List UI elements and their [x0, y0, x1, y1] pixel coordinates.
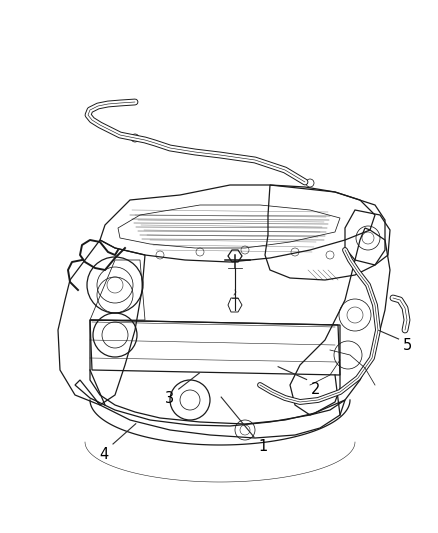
Text: 3: 3: [166, 391, 174, 406]
Text: 5: 5: [403, 338, 412, 353]
Text: 1: 1: [258, 439, 268, 454]
Text: 2: 2: [311, 382, 320, 397]
Text: 4: 4: [99, 447, 109, 462]
